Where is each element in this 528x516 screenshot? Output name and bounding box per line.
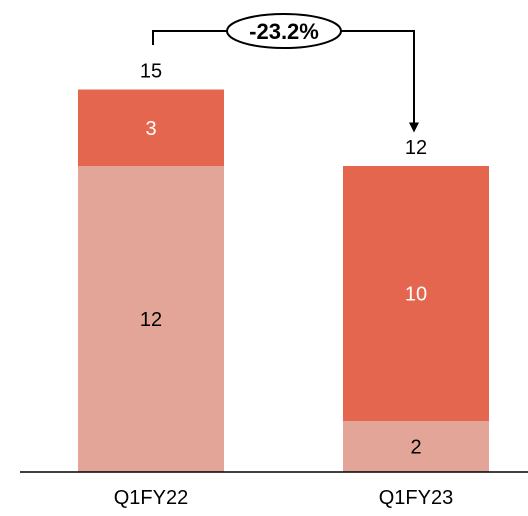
category-label: Q1FY23 (379, 487, 453, 509)
bar-segment-q1fy23-1 (343, 166, 489, 421)
total-label: 15 (140, 61, 162, 83)
segment-label: 3 (145, 118, 156, 140)
category-label: Q1FY22 (114, 487, 188, 509)
total-label: 12 (405, 137, 427, 159)
change-callout: -23.2% (152, 13, 419, 133)
change-label-ellipse (226, 13, 342, 49)
segment-label: 2 (410, 437, 421, 459)
segment-label: 12 (140, 309, 162, 331)
bar-segment-q1fy23-0 (343, 421, 489, 472)
bar-segment-q1fy22-1 (78, 89, 224, 166)
labels-layer: 12 3 15 Q1FY22 2 10 12 Q1FY23 (114, 61, 453, 510)
bars-layer (78, 89, 489, 472)
segment-label: 10 (405, 284, 427, 306)
change-label: -23.2% (249, 19, 319, 44)
bar-segment-q1fy22-0 (78, 166, 224, 472)
